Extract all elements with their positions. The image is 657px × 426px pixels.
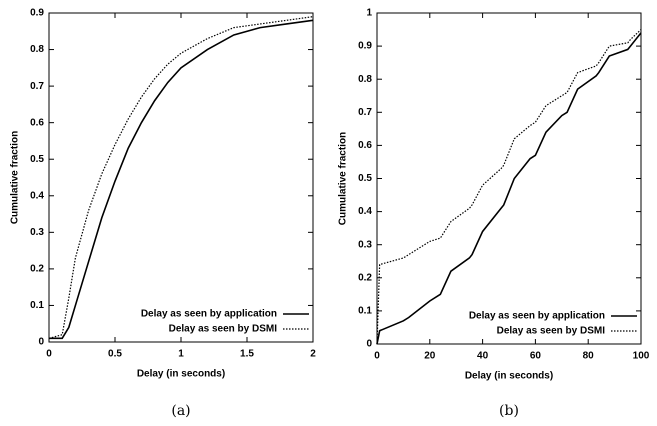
- x-tick-label: 100: [633, 351, 650, 362]
- y-tick-label: 1: [366, 8, 372, 19]
- x-tick-label: 1.5: [240, 349, 254, 360]
- legend-label: Delay as seen by DSMI: [497, 326, 606, 337]
- y-tick-label: 0.6: [30, 117, 44, 128]
- y-tick-label: 0: [366, 339, 372, 350]
- y-tick-label: 0: [38, 337, 44, 348]
- caption: (b): [499, 403, 519, 419]
- x-tick-label: 0: [46, 349, 52, 360]
- y-tick-label: 0.8: [30, 44, 44, 55]
- series-line: [48, 16, 314, 339]
- y-tick-label: 0.7: [30, 81, 44, 92]
- y-tick-label: 0.5: [30, 154, 44, 165]
- x-tick-label: 1: [178, 349, 184, 360]
- series-line: [376, 29, 642, 345]
- y-tick-label: 0.1: [30, 300, 44, 311]
- series-line: [49, 19, 314, 340]
- x-tick-label: 80: [583, 351, 595, 362]
- legend-label: Delay as seen by application: [141, 309, 277, 320]
- y-tick-label: 0.6: [358, 140, 372, 151]
- plot-frame: [48, 12, 314, 343]
- y-tick-label: 0.1: [358, 306, 372, 317]
- y-tick-label: 0.5: [358, 173, 372, 184]
- x-tick-label: 40: [477, 351, 489, 362]
- y-tick-label: 0.9: [30, 8, 44, 19]
- x-tick-label: 60: [530, 351, 542, 362]
- legend-label: Delay as seen by DSMI: [169, 324, 278, 335]
- caption: (a): [171, 403, 190, 419]
- x-tick-label: 2: [310, 349, 316, 360]
- y-tick-label: 0.4: [30, 190, 44, 201]
- y-tick-label: 0.2: [358, 272, 372, 283]
- x-tick-label: 0.5: [108, 349, 122, 360]
- y-axis-label: Cumulative fraction: [10, 131, 21, 224]
- series-line: [376, 32, 642, 345]
- y-axis-label: Cumulative fraction: [338, 132, 349, 225]
- y-tick-label: 0.3: [358, 239, 372, 250]
- y-tick-label: 0.7: [358, 107, 372, 118]
- y-tick-label: 0.4: [358, 206, 372, 217]
- y-tick-label: 0.2: [30, 264, 44, 275]
- y-tick-label: 0.9: [358, 41, 372, 52]
- y-tick-label: 0.3: [30, 227, 44, 238]
- x-tick-label: 20: [424, 351, 436, 362]
- x-axis-label: Delay (in seconds): [465, 371, 553, 382]
- x-tick-label: 0: [374, 351, 380, 362]
- legend-label: Delay as seen by application: [469, 311, 605, 322]
- plot-frame: [376, 12, 642, 345]
- y-tick-label: 0.8: [358, 74, 372, 85]
- x-axis-label: Delay (in seconds): [137, 369, 225, 380]
